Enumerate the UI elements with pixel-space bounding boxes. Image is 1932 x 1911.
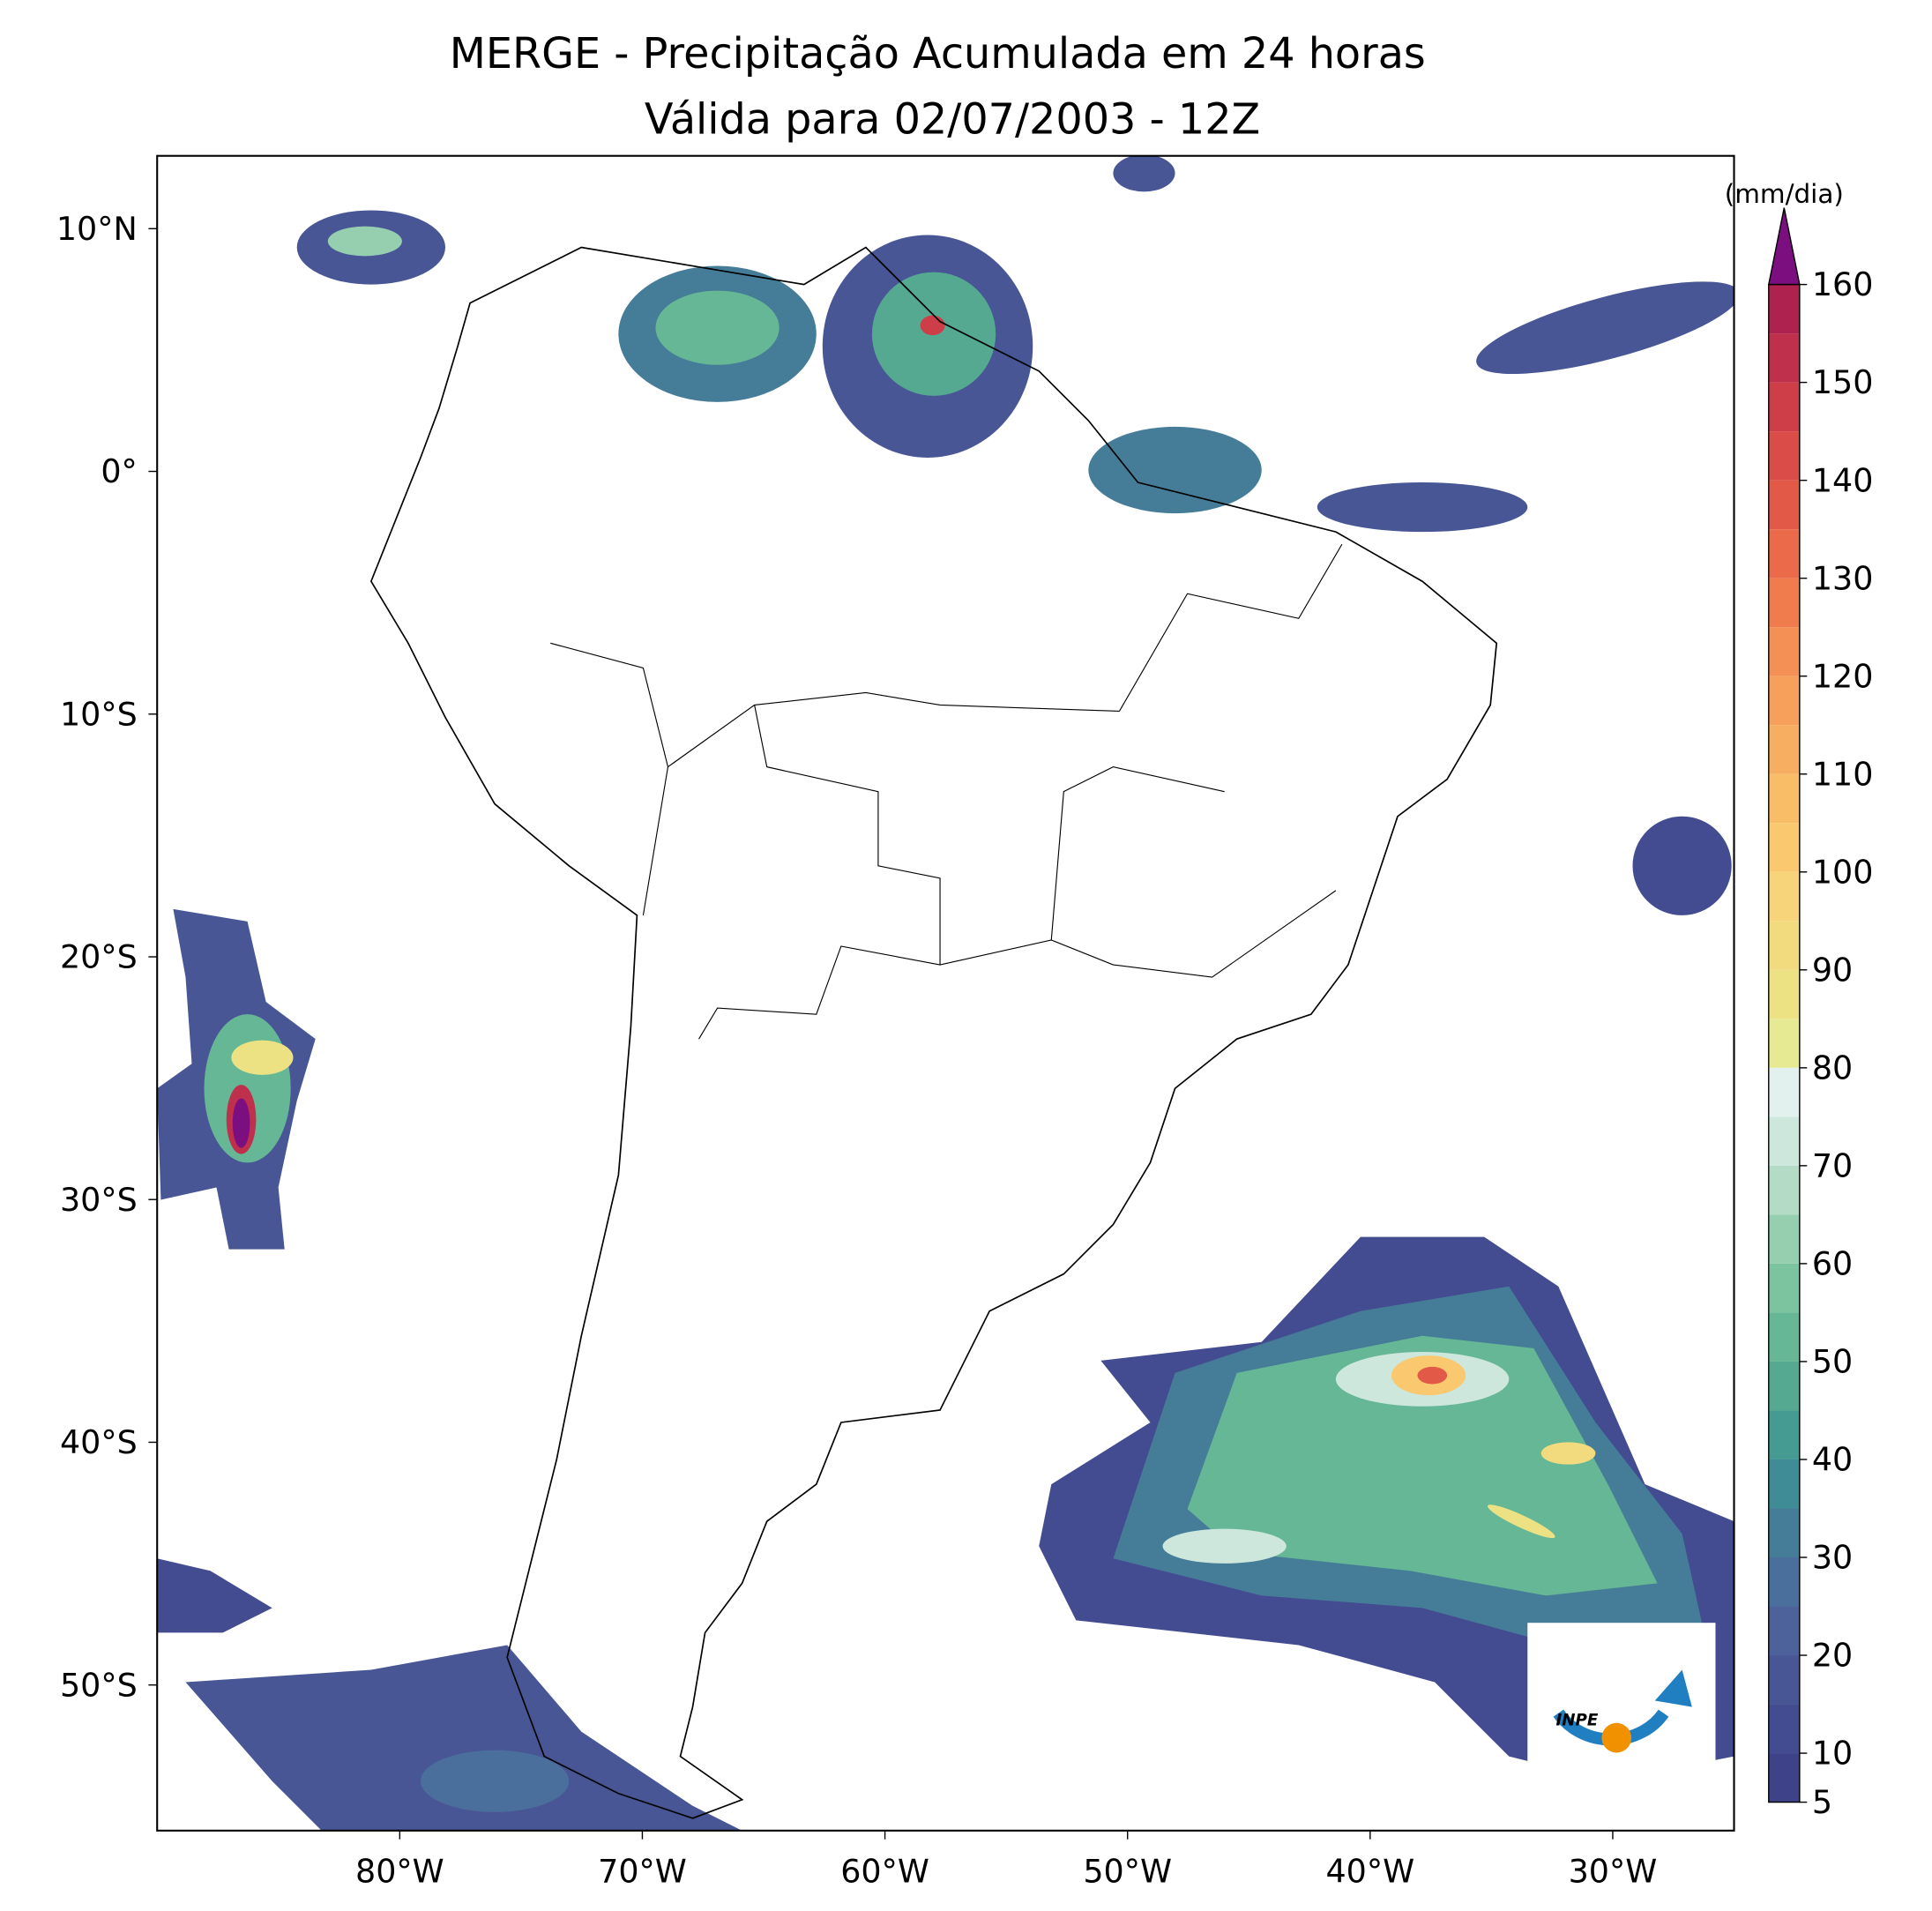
y-tick-label: 20°S: [60, 938, 138, 976]
precip-area: [231, 1040, 294, 1075]
colorbar-segment: [1768, 1753, 1800, 1803]
colorbar-tick-label: 80: [1812, 1049, 1853, 1086]
x-tick-label: 30°W: [1569, 1853, 1658, 1891]
y-tick-label: 30°S: [60, 1181, 138, 1219]
colorbar-segment: [1768, 1312, 1800, 1362]
colorbar-segment: [1768, 1655, 1800, 1705]
precip-area: [157, 1558, 272, 1633]
colorbar-tick-label: 60: [1812, 1245, 1853, 1283]
logo-box: [1527, 1623, 1716, 1791]
colorbar-segment: [1768, 1606, 1800, 1656]
map-subtitle: Válida para 02/07/2003 - 12Z: [645, 95, 1260, 144]
colorbar-segment: [1768, 823, 1800, 872]
x-tick-label: 50°W: [1083, 1853, 1172, 1891]
precip-area: [420, 1750, 570, 1812]
x-tick-label: 70°W: [598, 1853, 687, 1891]
colorbar-segment: [1768, 1556, 1800, 1607]
precip-area: [232, 1098, 250, 1148]
colorbar-segment: [1768, 1067, 1800, 1117]
colorbar-segment: [1768, 1116, 1800, 1166]
colorbar-segment: [1768, 284, 1800, 334]
colorbar-segment: [1768, 773, 1800, 824]
colorbar-segment: [1768, 333, 1800, 383]
colorbar-segment: [1768, 529, 1800, 579]
y-tick-label: 10°N: [56, 210, 138, 248]
precip-area: [1417, 1366, 1448, 1385]
colorbar-tick-label: 100: [1812, 853, 1874, 891]
colorbar-segment: [1768, 627, 1800, 676]
logo: INPE: [1527, 1623, 1716, 1791]
colorbar-segment: [1768, 1410, 1800, 1459]
colorbar-segment: [1768, 431, 1800, 481]
colorbar-tick-label: 160: [1812, 265, 1874, 303]
precip-area: [655, 290, 780, 365]
colorbar-segment: [1768, 1459, 1800, 1509]
x-tick-label: 40°W: [1325, 1853, 1414, 1891]
colorbar-segment: [1768, 1019, 1800, 1068]
colorbar-segment: [1768, 1361, 1800, 1411]
colorbar-segment: [1768, 871, 1800, 922]
colorbar-tick-label: 10: [1812, 1735, 1853, 1773]
colorbar-segment: [1768, 725, 1800, 774]
logo-dot: [1601, 1722, 1632, 1753]
colorbar-frame: [1768, 283, 1801, 1803]
colorbar-tick-label: 90: [1812, 951, 1853, 989]
colorbar-segment: [1768, 1214, 1800, 1264]
x-tick-label: 60°W: [840, 1853, 929, 1891]
precip-area: [1540, 1442, 1596, 1465]
axes: 80°W 70°W 60°W 50°W 40°W 30°W 10°N 0° 10°S 20°S 30…: [56, 179, 1874, 1891]
colorbar-tick-label: 50: [1812, 1343, 1853, 1381]
colorbar-tick-label: 40: [1812, 1441, 1853, 1479]
y-tick-label: 40°S: [60, 1423, 138, 1461]
colorbar-segment: [1768, 676, 1800, 726]
y-tick-label: 50°S: [60, 1666, 138, 1704]
colorbar-tick-label: 130: [1812, 559, 1874, 597]
precip-area: [1113, 155, 1175, 192]
colorbar-segment: [1768, 1704, 1800, 1754]
precip-area: [1088, 426, 1262, 514]
colorbar-tick-label: 120: [1812, 657, 1874, 695]
precip-area: [1317, 482, 1528, 533]
map-title: MERGE - Precipitação Acumulada em 24 hor…: [450, 30, 1426, 78]
precip-area: [1476, 281, 1734, 375]
colorbar-tick-label: 5: [1812, 1783, 1832, 1821]
logo-text: INPE: [1555, 1712, 1598, 1730]
colorbar-segment: [1768, 969, 1800, 1019]
colorbar-tick-label: 70: [1812, 1146, 1853, 1184]
colorbar-tick-label: 150: [1812, 363, 1874, 401]
y-tick-label: 0°: [101, 452, 137, 490]
precip-area: [1632, 816, 1732, 915]
precip-area: [920, 315, 945, 336]
colorbar-tick-label: 20: [1812, 1637, 1853, 1675]
x-tick-label: 80°W: [355, 1853, 444, 1891]
colorbar-segment: [1768, 480, 1800, 530]
colorbar-segment: [1768, 1263, 1800, 1313]
borders: [550, 543, 1343, 1040]
colorbar-tick-label: 140: [1812, 461, 1874, 499]
colorbar-tick-label: 110: [1812, 755, 1874, 793]
colorbar-segment: [1768, 1508, 1800, 1557]
colorbar-segment: [1768, 578, 1800, 628]
precip-area: [185, 1645, 742, 1831]
colorbar-tick-label: 30: [1812, 1539, 1853, 1577]
colorbar-unit: (mm/dia): [1725, 179, 1844, 209]
colorbar-segment: [1768, 382, 1800, 432]
precip-area: [1162, 1528, 1287, 1564]
colorbar-segment: [1768, 1165, 1800, 1215]
map-frame: [156, 154, 1735, 1832]
precip-area: [327, 226, 402, 257]
logo-arrow: [1654, 1669, 1692, 1707]
coastline: [369, 246, 1498, 1819]
precip-area: [1488, 1504, 1555, 1539]
colorbar-segment: [1768, 921, 1800, 970]
y-tick-label: 10°S: [60, 695, 138, 733]
